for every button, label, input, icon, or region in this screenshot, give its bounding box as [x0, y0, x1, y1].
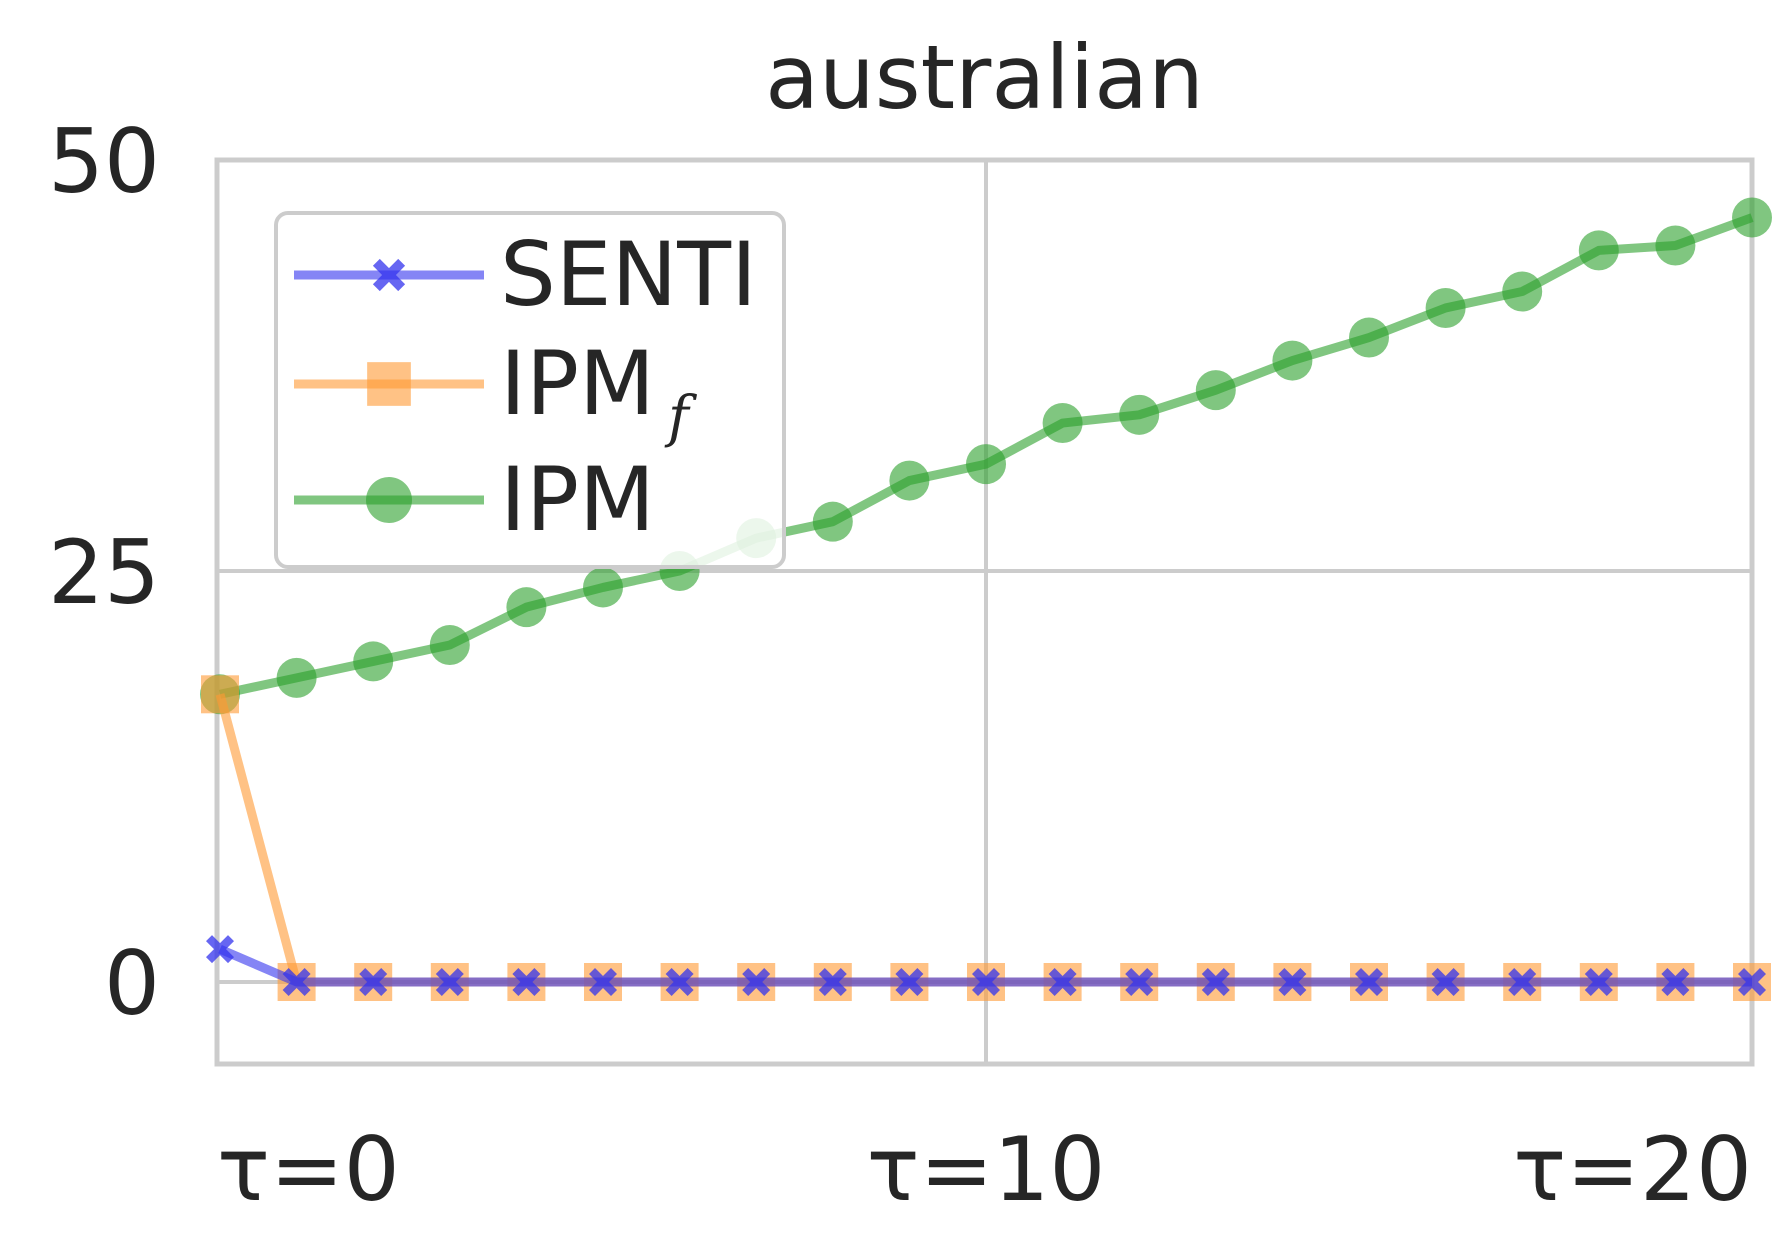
data-point: [1048, 968, 1077, 996]
data-point: [1272, 340, 1313, 381]
chart-title: australian: [765, 26, 1204, 129]
data-point: [1578, 230, 1619, 271]
y-tick-label: 0: [104, 932, 160, 1035]
y-tick-label: 50: [48, 110, 160, 213]
data-point: [282, 968, 311, 996]
series-layer: [200, 197, 1772, 1001]
data-point: [1125, 968, 1154, 996]
data-point: [353, 641, 394, 682]
data-point: [972, 968, 1000, 996]
data-point: [1661, 968, 1690, 996]
series-0: [206, 935, 1766, 996]
data-point: [276, 657, 317, 698]
data-point: [742, 968, 771, 996]
data-point: [1508, 968, 1537, 996]
data-point: [435, 968, 464, 996]
data-point: [1042, 403, 1083, 444]
data-point: [359, 968, 388, 996]
y-tick-label: 25: [48, 521, 160, 624]
data-point: [889, 460, 930, 501]
legend-label: IPM: [500, 332, 655, 435]
x-tick-label: τ=10: [867, 1118, 1106, 1221]
data-point: [506, 587, 547, 628]
legend-marker: [372, 258, 406, 292]
data-point: [1738, 968, 1766, 996]
legend-box: [274, 211, 786, 569]
data-point: [1584, 968, 1613, 996]
plot-border: [214, 157, 1755, 1067]
data-point: [665, 968, 694, 996]
plot-frame: [214, 157, 1755, 1067]
data-point: [583, 567, 623, 608]
x-tick-label: τ=0: [217, 1118, 400, 1221]
data-point: [1655, 225, 1696, 266]
y-axis-ticks: 0 25 50: [48, 110, 160, 1035]
data-point: [1732, 197, 1772, 238]
data-point: [429, 624, 470, 665]
data-point: [206, 935, 234, 964]
data-point: [1201, 968, 1230, 996]
data-point: [818, 968, 847, 996]
data-point: [589, 968, 617, 996]
legend-label: IPM: [500, 448, 655, 551]
data-point: [512, 968, 541, 996]
legend-marker: [366, 477, 412, 523]
legend-label: SENTI: [500, 223, 757, 326]
x-axis-ticks: τ=0 τ=10 τ=20: [217, 1118, 1752, 1221]
legend-marker: [367, 362, 411, 406]
x-tick-label: τ=20: [1513, 1118, 1752, 1221]
data-point: [1278, 968, 1307, 996]
data-point: [812, 501, 853, 542]
data-point: [1502, 271, 1543, 312]
data-point: [966, 444, 1006, 485]
data-point: [1349, 317, 1389, 358]
data-point: [1425, 287, 1466, 328]
data-point: [201, 675, 239, 714]
data-point: [1119, 394, 1160, 435]
data-point: [895, 968, 924, 996]
data-point: [1431, 968, 1460, 996]
data-point: [1195, 370, 1236, 411]
data-point: [1355, 968, 1383, 996]
